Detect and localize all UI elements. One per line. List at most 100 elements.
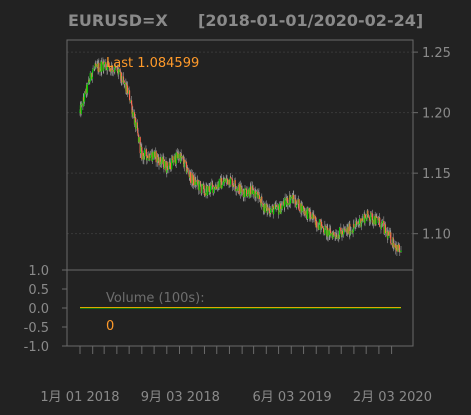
candle-body: [180, 153, 182, 163]
candle-body: [286, 201, 288, 205]
candle-body: [141, 147, 143, 160]
candle-body: [367, 214, 369, 218]
candle-body: [331, 233, 333, 235]
candle-body: [257, 194, 259, 199]
candle-body: [366, 215, 368, 220]
candle-body: [214, 188, 216, 190]
candle-body: [108, 66, 111, 69]
candle-body: [199, 181, 201, 185]
candle-body: [229, 177, 231, 185]
candle-body: [130, 100, 133, 105]
candle-body: [375, 224, 377, 226]
candle-body: [188, 169, 190, 175]
candle-body: [225, 179, 228, 183]
candle-body: [238, 183, 240, 195]
candle-body: [337, 234, 339, 240]
candle-body: [334, 234, 336, 237]
candle-body: [80, 104, 82, 114]
candle-body: [123, 80, 125, 85]
candle-body: [99, 68, 102, 70]
candle-body: [250, 186, 252, 195]
candle-body: [371, 213, 373, 223]
candle-body: [308, 208, 310, 214]
candle-body: [163, 158, 165, 169]
candle-body: [393, 243, 395, 248]
candle-body: [356, 221, 358, 225]
candle-body: [390, 232, 392, 244]
candle-body: [244, 188, 246, 197]
candle-body: [230, 177, 232, 179]
candle-body: [211, 182, 213, 185]
candle-body: [117, 69, 119, 75]
candle-body: [396, 244, 398, 252]
candle-body: [344, 229, 346, 231]
candle-body: [136, 122, 138, 128]
candle-body: [149, 157, 151, 160]
candle-body: [316, 221, 318, 228]
candle-body: [370, 212, 372, 214]
candle-body: [91, 72, 93, 79]
volume-y-axis: 1.0 0.5 0.0 -0.5 -1.0: [24, 264, 67, 355]
candle-body: [218, 179, 220, 188]
candle-body: [173, 156, 176, 163]
candle-body: [314, 216, 317, 225]
candle-body: [139, 145, 142, 154]
candle-body: [109, 68, 111, 72]
candle-body: [301, 205, 303, 211]
volume-y-tick-label: 1.0: [28, 264, 49, 279]
candle-body: [369, 219, 371, 221]
candle-body: [364, 214, 366, 218]
candle-body: [359, 218, 361, 224]
candle-body: [182, 156, 184, 159]
candle-body: [186, 167, 188, 172]
candle-body: [258, 192, 260, 196]
candle-body: [379, 217, 381, 227]
candle-body: [390, 243, 392, 245]
candle-body: [247, 189, 249, 194]
candle-body: [184, 159, 186, 163]
candle-body: [118, 69, 120, 73]
candle-body: [347, 226, 349, 234]
candle-body: [323, 227, 325, 233]
candle-body: [321, 226, 323, 228]
candle-body: [121, 80, 123, 83]
candle-body: [349, 223, 351, 236]
candle-body: [207, 186, 209, 195]
candle-body: [398, 245, 400, 252]
candle-body: [214, 186, 216, 190]
candle-body: [231, 178, 233, 187]
candle-body: [287, 202, 289, 206]
candle-body: [210, 185, 212, 192]
candle-body: [312, 213, 314, 215]
candle-body: [384, 224, 387, 234]
candle-body: [280, 203, 282, 214]
candle-body: [226, 178, 228, 180]
candle-body: [164, 161, 166, 168]
volume-y-tick-label: 0.0: [28, 302, 49, 317]
candle-body: [191, 180, 194, 184]
candle-body: [103, 62, 106, 65]
candle-body: [320, 221, 323, 228]
candle-body: [128, 91, 130, 94]
candle-body: [251, 185, 253, 187]
candle-body: [227, 179, 229, 185]
candle-body: [93, 68, 95, 70]
candle-body: [280, 208, 282, 214]
candle-body: [298, 199, 300, 211]
candle-body: [175, 152, 177, 164]
candle-body: [284, 197, 286, 199]
candle-body: [313, 214, 315, 219]
candle-body: [318, 222, 320, 230]
candle-body: [83, 93, 86, 102]
candle-body: [341, 230, 344, 235]
candle-body: [174, 155, 176, 165]
candle-body: [350, 230, 352, 232]
candle-body: [333, 232, 335, 235]
candle-body: [293, 194, 295, 200]
candle-body: [373, 216, 375, 225]
candle-body: [205, 185, 207, 196]
candle-body: [235, 188, 238, 191]
candle-body: [317, 226, 319, 230]
candle-body: [172, 162, 174, 164]
